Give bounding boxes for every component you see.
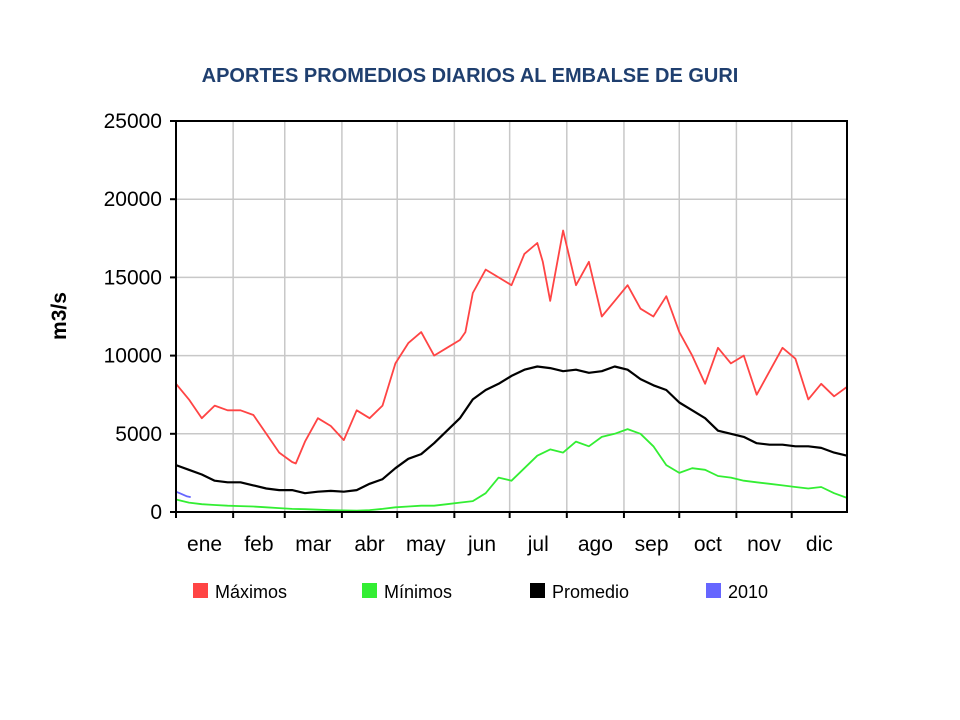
x-tick-label-jul: jul [527,533,549,556]
legend-swatch-2 [530,583,545,598]
chart-title: APORTES PROMEDIOS DIARIOS AL EMBALSE DE … [202,65,739,87]
legend-label-1: Mínimos [384,582,452,602]
x-tick-labels: ene feb mar abr may jun jul ago sep oct nov dic [187,533,833,556]
y-tick-label-5: 25000 [104,110,162,133]
y-tick-label-0: 0 [150,501,162,524]
x-tick-label-oct: oct [694,533,722,556]
series-layer [175,229,848,512]
legend-swatch-3 [706,583,721,598]
x-tick-label-abr: abr [354,533,384,556]
x-tick-label-feb: feb [244,533,273,556]
y-tick-label-4: 20000 [104,188,162,211]
x-tick-label-may: may [406,533,446,556]
plot-frame [175,120,848,513]
legend-label-2: Promedio [552,582,629,602]
legend-swatch-1 [362,583,377,598]
x-tick-label-ene: ene [187,533,222,556]
x-tick-label-sep: sep [635,533,669,556]
legend-swatch-0 [193,583,208,598]
series-line-m-ximos [175,229,848,465]
y-tick-label-2: 10000 [104,345,162,368]
series-line-2010 [175,490,191,498]
series-line-promedio [175,365,848,495]
y-tick-label-3: 15000 [104,266,162,289]
x-tick-label-nov: nov [747,533,781,556]
x-tick-label-dic: dic [806,533,833,556]
y-axis-label: m3/s [48,292,71,340]
grid-lines [175,120,847,513]
legend-label-0: Máximos [215,582,287,602]
x-tick-label-mar: mar [295,533,331,556]
legend: Máximos Mínimos Promedio 2010 [193,582,768,602]
x-tick-label-ago: ago [578,533,613,556]
y-tick-labels: 0 5000 10000 15000 20000 25000 [104,110,162,524]
y-tick-label-1: 5000 [115,423,162,446]
legend-label-3: 2010 [728,582,768,602]
x-tick-label-jun: jun [467,533,496,556]
axes [170,120,848,518]
series-line-m-nimos [175,428,848,512]
